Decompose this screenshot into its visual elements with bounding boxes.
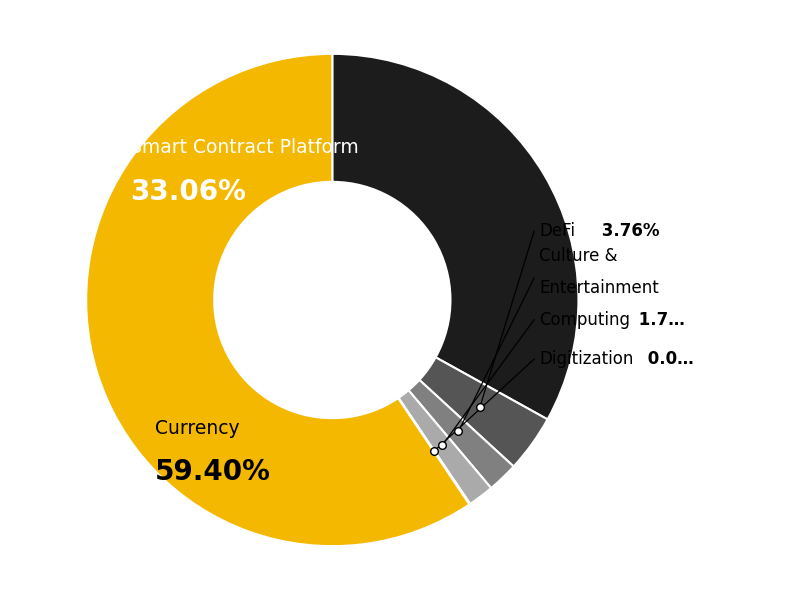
Wedge shape [398, 390, 491, 504]
Text: Culture &: Culture & [539, 247, 618, 265]
Text: DeFi: DeFi [539, 222, 575, 240]
Wedge shape [409, 380, 514, 488]
Wedge shape [419, 358, 547, 466]
Wedge shape [398, 398, 470, 505]
Text: Digitization: Digitization [539, 350, 634, 368]
Text: 3.76%: 3.76% [596, 222, 659, 240]
Text: 0.0…: 0.0… [642, 350, 694, 368]
Wedge shape [332, 54, 578, 419]
Text: Smart Contract Platform: Smart Contract Platform [130, 138, 359, 157]
Text: Computing: Computing [539, 311, 630, 329]
Text: 33.06%: 33.06% [130, 178, 246, 206]
Text: Currency: Currency [155, 419, 240, 437]
Text: 59.40%: 59.40% [155, 458, 271, 487]
Text: Entertainment: Entertainment [539, 278, 659, 296]
Wedge shape [86, 54, 470, 546]
Text: 1.7…: 1.7… [633, 311, 685, 329]
